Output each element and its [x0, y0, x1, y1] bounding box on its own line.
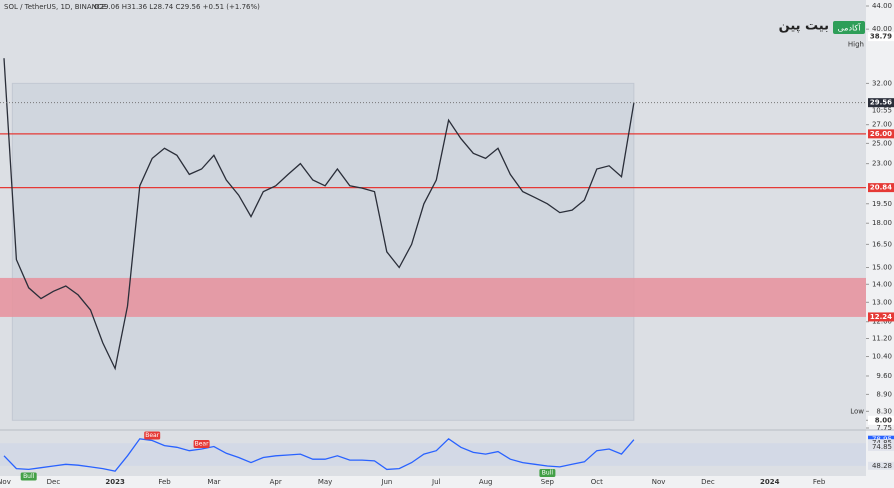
price-marker-note: High	[848, 41, 864, 49]
y-tick-label: 40.00	[872, 25, 892, 33]
x-tick-label: Feb	[813, 478, 826, 486]
x-tick-label: Sep	[541, 478, 555, 486]
y-tick-label: 27.00	[872, 121, 892, 129]
x-tick-label: Apr	[270, 478, 282, 486]
signal-tag	[144, 431, 161, 440]
y-tick-label: 14.00	[872, 280, 892, 288]
axis-bg	[866, 0, 894, 488]
x-tick-label: Mar	[207, 478, 220, 486]
rsi-marker-label: 74.85	[872, 443, 892, 451]
price-marker-label: 12.24	[870, 313, 892, 321]
y-tick-label: 7.75	[876, 424, 892, 432]
price-marker-label: 26.00	[870, 130, 892, 138]
symbol-title: SOL / TetherUS, 1D, BINANCE	[4, 3, 106, 11]
price-marker	[868, 32, 894, 42]
x-tick-label: Oct	[591, 478, 603, 486]
x-tick-label: May	[318, 478, 332, 486]
rsi-band	[0, 443, 866, 466]
x-tick-label: Dec	[701, 478, 715, 486]
signal-tag	[193, 440, 210, 449]
y-tick-label: 16.50	[872, 240, 892, 248]
y-tick-label: 8.90	[876, 390, 892, 398]
rsi-marker	[868, 461, 894, 470]
y-tick-label: 25.00	[872, 139, 892, 147]
price-marker	[868, 183, 894, 193]
signal-tag	[539, 469, 556, 478]
signal-tag	[20, 472, 37, 481]
rsi-marker-label: 48.28	[872, 462, 892, 470]
price-marker-label: 20.84	[870, 184, 892, 192]
signal-label: Bear	[145, 432, 159, 439]
y-tick-label: 19.50	[872, 200, 892, 208]
x-tick-label: Nov	[652, 478, 666, 486]
x-tick-label: Aug	[479, 478, 493, 486]
y-tick-label: 13.00	[872, 298, 892, 306]
signal-label: Bear	[195, 441, 209, 448]
x-tick-label: 2024	[760, 478, 780, 486]
price-marker	[868, 415, 894, 425]
series-line	[3, 58, 635, 371]
series-line	[3, 437, 635, 472]
price-marker	[868, 98, 894, 108]
price-marker-label: 8.00	[875, 416, 892, 424]
x-tick-label: Jul	[431, 478, 441, 486]
y-tick-label: 8.30	[876, 407, 892, 415]
y-tick-label: 23.00	[872, 160, 892, 168]
y-tick-label: 10.40	[872, 353, 892, 361]
x-tick-label: Feb	[158, 478, 171, 486]
x-tick-label: Dec	[47, 478, 61, 486]
x-tick-label: 2023	[105, 478, 125, 486]
x-tick-label: Nov	[0, 478, 11, 486]
support-zone	[0, 277, 866, 317]
y-tick-label: 44.00	[872, 2, 892, 10]
y-tick-label: 32.00	[872, 79, 892, 87]
signal-label: Bull	[23, 473, 35, 480]
price-marker	[868, 312, 894, 322]
ohlc-values: O29.06 H31.36 L28.74 C29.56 +0.51 (+1.76…	[94, 3, 260, 11]
signal-label: Bull	[542, 470, 554, 477]
price-marker-label: 38.79	[870, 33, 892, 41]
price-marker	[868, 129, 894, 139]
y-tick-label: 12.00	[872, 318, 892, 326]
brand-name: بیت پین	[779, 19, 829, 34]
rsi-marker	[868, 442, 894, 451]
brand-tag: آکادمی	[838, 23, 862, 33]
price-marker-note: Low	[850, 407, 864, 415]
price-marker-label: 29.56	[870, 99, 892, 107]
y-tick-label: 9.60	[876, 372, 892, 380]
x-tick-label: Jun	[380, 478, 392, 486]
y-tick-label: 18.00	[872, 219, 892, 227]
y-tick-label: 15.00	[872, 264, 892, 272]
time-axis-bg	[0, 476, 866, 488]
price-marker-note: 10:55	[872, 107, 892, 115]
y-tick-label: 11.20	[872, 335, 892, 343]
brand-tag-bg	[833, 21, 865, 34]
